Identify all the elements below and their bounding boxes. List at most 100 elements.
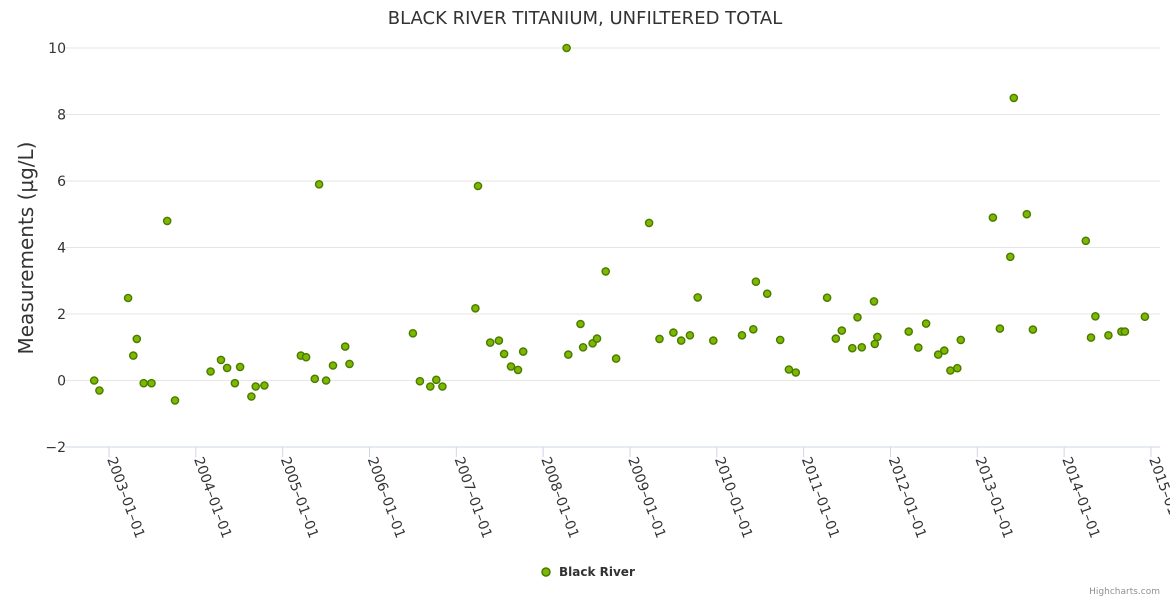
data-point[interactable] xyxy=(564,350,573,359)
data-point[interactable] xyxy=(775,335,785,345)
data-point[interactable] xyxy=(518,347,528,356)
data-point[interactable] xyxy=(222,363,232,373)
data-point[interactable] xyxy=(685,330,695,340)
data-point[interactable] xyxy=(139,378,148,388)
data-point[interactable] xyxy=(1140,312,1150,322)
data-point[interactable] xyxy=(321,376,331,385)
data-point[interactable] xyxy=(988,213,998,222)
data-point[interactable] xyxy=(328,361,338,370)
data-point[interactable] xyxy=(751,277,761,287)
data-point[interactable] xyxy=(95,386,104,395)
data-point[interactable] xyxy=(1022,209,1032,219)
data-point[interactable] xyxy=(216,355,226,365)
data-point[interactable] xyxy=(1009,93,1019,103)
data-point[interactable] xyxy=(1120,327,1130,336)
data-point[interactable] xyxy=(1104,330,1113,340)
data-point[interactable] xyxy=(415,376,425,386)
data-point[interactable] xyxy=(162,216,172,226)
data-point[interactable] xyxy=(848,343,857,353)
data-point[interactable] xyxy=(132,334,142,344)
credits-link[interactable]: Highcharts.com xyxy=(1089,587,1160,597)
y-axis-label: Measurements (µg/L) xyxy=(14,142,38,355)
data-point[interactable] xyxy=(956,335,966,345)
data-point[interactable] xyxy=(837,326,847,335)
data-point[interactable] xyxy=(611,354,621,363)
data-point[interactable] xyxy=(340,342,350,351)
data-point[interactable] xyxy=(669,328,678,337)
legend[interactable]: Black River xyxy=(541,565,635,579)
data-point[interactable] xyxy=(494,336,504,345)
data-point[interactable] xyxy=(1028,325,1038,334)
y-axis-ticks: −2 0 2 4 6 8 10 xyxy=(45,41,66,456)
data-point[interactable] xyxy=(485,338,495,347)
data-point[interactable] xyxy=(1006,252,1015,262)
data-point[interactable] xyxy=(513,365,523,375)
data-point[interactable] xyxy=(578,342,588,352)
data-point[interactable] xyxy=(123,293,133,303)
data-point[interactable] xyxy=(914,343,923,352)
y-tick-label: 2 xyxy=(57,307,66,323)
data-point[interactable] xyxy=(995,324,1005,333)
data-point[interactable] xyxy=(314,179,324,189)
data-point[interactable] xyxy=(709,336,718,345)
data-point[interactable] xyxy=(869,297,879,306)
data-point[interactable] xyxy=(784,365,794,374)
data-point[interactable] xyxy=(946,366,955,375)
data-point[interactable] xyxy=(933,350,943,359)
data-point[interactable] xyxy=(592,334,602,343)
data-point[interactable] xyxy=(822,293,832,303)
data-point[interactable] xyxy=(431,375,441,385)
data-point[interactable] xyxy=(247,392,256,401)
y-tick-label: 4 xyxy=(57,241,66,257)
data-point[interactable] xyxy=(857,342,867,352)
data-point[interactable] xyxy=(345,359,354,369)
legend-marker[interactable] xyxy=(541,567,551,577)
data-point[interactable] xyxy=(471,303,480,313)
data-point[interactable] xyxy=(473,181,483,191)
data-point[interactable] xyxy=(251,382,260,391)
data-point[interactable] xyxy=(601,267,611,276)
data-point[interactable] xyxy=(147,378,156,388)
data-point[interactable] xyxy=(904,327,914,336)
data-point[interactable] xyxy=(408,328,418,338)
data-point[interactable] xyxy=(1086,333,1096,342)
data-point[interactable] xyxy=(425,382,435,391)
data-point[interactable] xyxy=(831,334,841,343)
data-point[interactable] xyxy=(737,330,747,340)
data-point[interactable] xyxy=(1081,236,1091,246)
data-point[interactable] xyxy=(655,334,664,344)
data-point[interactable] xyxy=(870,339,880,349)
data-point[interactable] xyxy=(170,396,180,405)
data-point[interactable] xyxy=(644,218,654,228)
y-tick-label: 6 xyxy=(57,174,66,190)
data-point[interactable] xyxy=(853,312,862,322)
series-black-river xyxy=(89,43,1150,405)
data-point[interactable] xyxy=(310,374,320,384)
data-point[interactable] xyxy=(499,349,509,359)
data-point[interactable] xyxy=(1091,311,1100,321)
y-tick-label: −2 xyxy=(45,440,66,456)
data-point[interactable] xyxy=(128,351,138,360)
data-point[interactable] xyxy=(693,293,703,302)
y-tick-label: 10 xyxy=(48,41,66,57)
legend-item-black-river[interactable]: Black River xyxy=(559,565,635,579)
data-point[interactable] xyxy=(562,43,571,53)
data-point[interactable] xyxy=(762,289,772,299)
data-point[interactable] xyxy=(206,367,215,376)
data-point[interactable] xyxy=(749,324,758,334)
data-point[interactable] xyxy=(438,382,447,391)
data-point[interactable] xyxy=(676,336,686,345)
data-point[interactable] xyxy=(301,352,311,362)
data-point[interactable] xyxy=(576,319,585,329)
data-point[interactable] xyxy=(260,381,269,390)
data-point[interactable] xyxy=(230,378,240,388)
grid-lines xyxy=(65,47,1160,381)
data-point[interactable] xyxy=(921,319,931,328)
data-point[interactable] xyxy=(940,346,949,355)
data-point[interactable] xyxy=(873,332,882,342)
data-point[interactable] xyxy=(235,362,245,372)
data-point[interactable] xyxy=(953,363,962,373)
data-point[interactable] xyxy=(506,362,516,371)
data-point[interactable] xyxy=(791,368,801,377)
data-point[interactable] xyxy=(89,376,99,385)
